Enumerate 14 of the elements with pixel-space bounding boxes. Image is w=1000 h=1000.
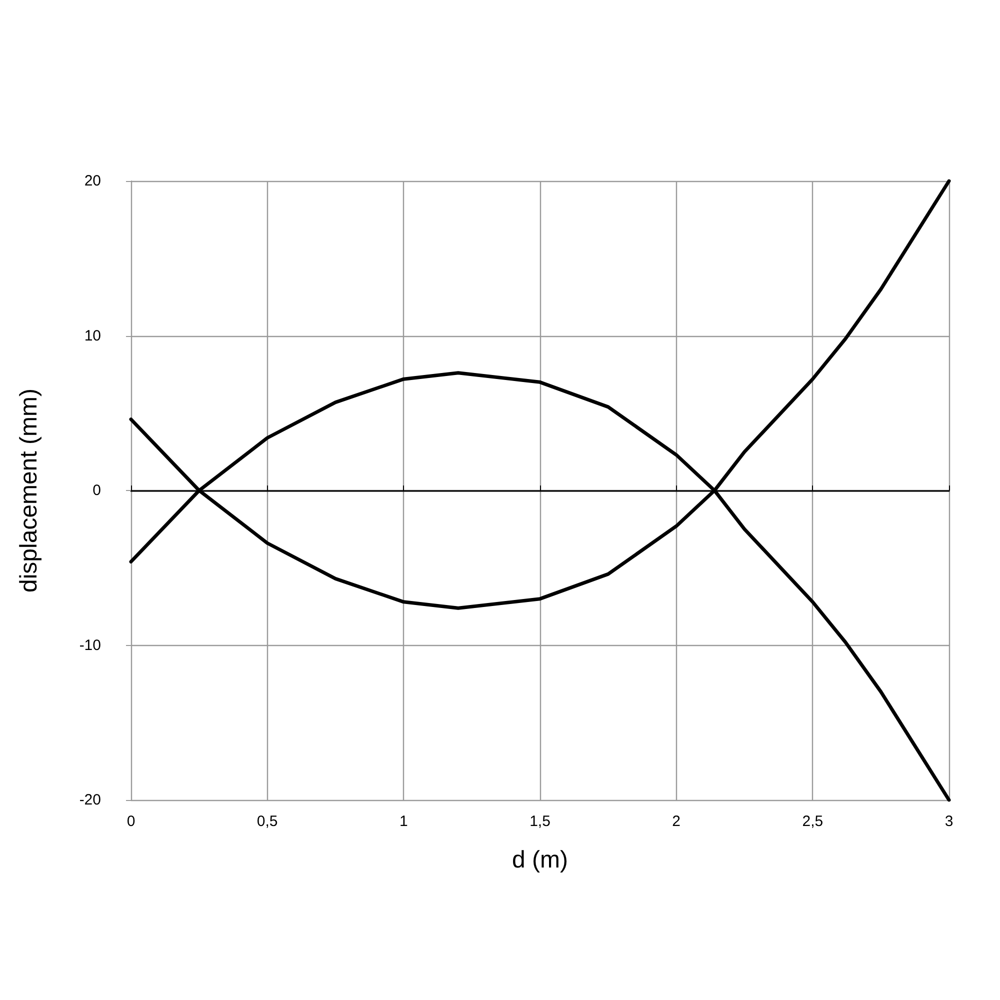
x-tick-label: 0 bbox=[126, 813, 136, 830]
x-tick-label: 2,5 bbox=[802, 813, 824, 830]
y-tick-label: 10 bbox=[84, 327, 101, 344]
y-axis-title: displacement (mm) bbox=[16, 388, 42, 593]
y-tick-label: 20 bbox=[84, 172, 101, 190]
y-tick-label: 0 bbox=[92, 482, 101, 499]
x-tick-label: 3 bbox=[944, 813, 954, 830]
y-tick-label: -10 bbox=[79, 636, 101, 654]
x-tick-label: 1 bbox=[399, 813, 408, 830]
x-tick-label: 1,5 bbox=[530, 813, 550, 830]
x-axis-title: d (m) bbox=[512, 846, 568, 874]
y-tick-label: -20 bbox=[79, 792, 101, 808]
x-tick-label: 2 bbox=[672, 813, 681, 830]
x-tick-label: 0,5 bbox=[256, 813, 278, 830]
